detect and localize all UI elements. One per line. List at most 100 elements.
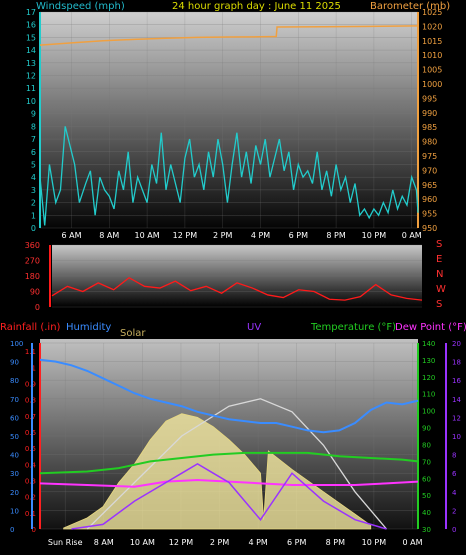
barometer-tick: 990 (422, 109, 437, 118)
temp-tick: 110 (422, 391, 435, 399)
uv-tick: 12 (452, 414, 461, 422)
barometer-tick: 995 (422, 94, 437, 103)
compass-label: W (436, 284, 446, 295)
windspeed-tick: 4 (31, 173, 36, 182)
barometer-tick: 1005 (422, 66, 442, 75)
uv-tick: 14 (452, 396, 461, 404)
multi-x-tick: 8 AM (94, 538, 114, 547)
humidity-tick: 0 (10, 526, 14, 534)
rain-tick: 0.2 (25, 494, 36, 502)
chart-title: 24 hour graph day : June 11 2025 (172, 1, 341, 12)
rain-tick: 0.5 (25, 445, 36, 453)
humidity-tick: 100 (10, 340, 23, 348)
humidity-tick: 20 (10, 489, 19, 497)
solar-max-curve (86, 398, 387, 530)
direction-tick: 270 (25, 257, 40, 266)
wind-x-tick: 10 PM (362, 231, 387, 240)
temperature-legend: Temperature (°F) (310, 322, 396, 333)
uv-tick: 8 (452, 452, 456, 460)
solar-legend: Solar (120, 328, 146, 339)
temp-tick: 60 (422, 475, 431, 483)
uv-line (71, 463, 387, 530)
multi-x-tick: 0 AM (402, 538, 422, 547)
multi-x-tick: 10 AM (130, 538, 155, 547)
wind-x-tick: 4 PM (251, 231, 270, 240)
dewpoint-line (39, 478, 419, 488)
temp-tick: 120 (422, 374, 435, 382)
barometer-tick: 980 (422, 138, 437, 147)
wind-x-tick: 8 AM (99, 231, 119, 240)
windspeed-tick: 7 (31, 135, 36, 144)
wind-x-tick: 8 PM (326, 231, 345, 240)
barometer-tick: 1010 (422, 51, 442, 60)
compass-label: S (436, 299, 442, 310)
multi-x-tick: 6 PM (287, 538, 306, 547)
uv-tick: 4 (452, 489, 457, 497)
humidity-line (39, 358, 419, 434)
wind-x-tick: 10 AM (135, 231, 160, 240)
multi-x-tick: 4 PM (248, 538, 267, 547)
windspeed-tick: 10 (26, 97, 36, 106)
uv-tick: 6 (452, 470, 457, 478)
windspeed-tick: 11 (26, 84, 36, 93)
uv-tick: 16 (452, 377, 461, 385)
rain-tick: 1 (32, 364, 36, 372)
barometer-axis-title: Barometer (mb) (370, 1, 450, 12)
humidity-tick: 60 (10, 414, 19, 422)
barometer-tick: 975 (422, 152, 437, 161)
wind-direction-line (51, 276, 423, 301)
rain-tick: 0.4 (25, 461, 37, 469)
compass-label: S (436, 239, 442, 250)
temp-tick: 80 (422, 441, 431, 449)
windspeed-tick: 13 (26, 59, 36, 68)
uv-tick: 10 (452, 433, 461, 441)
windspeed-tick: 0 (31, 224, 36, 233)
barometer-tick: 1000 (422, 80, 442, 89)
temp-tick: 50 (422, 492, 431, 500)
humidity-tick: 40 (10, 452, 19, 460)
wind-x-tick: 12 PM (173, 231, 198, 240)
windspeed-tick: 9 (31, 110, 36, 119)
compass-label: E (436, 254, 442, 265)
windspeed-tick: 17 (26, 8, 36, 17)
direction-tick: 360 (25, 241, 40, 250)
multi-x-tick: 2 PM (210, 538, 229, 547)
humidity-legend: Humidity (66, 322, 111, 333)
temp-tick: 140 (422, 340, 435, 348)
temperature-line (39, 451, 419, 475)
windspeed-tick: 15 (26, 33, 36, 42)
direction-tick: 180 (25, 272, 40, 281)
rain-tick: 0.9 (25, 380, 36, 388)
barometer-tick: 950 (422, 224, 437, 233)
wind-plot-area (40, 12, 418, 228)
dewpoint-legend: Dew Point (°F) (395, 322, 466, 333)
humidity-tick: 80 (10, 377, 19, 385)
rain-tick: 1.1 (25, 348, 36, 356)
compass-label: N (436, 269, 443, 280)
temp-tick: 100 (422, 408, 435, 416)
windspeed-tick: 14 (26, 46, 36, 55)
multi-x-tick: 12 PM (169, 538, 194, 547)
windspeed-tick: 16 (26, 21, 36, 30)
rain-tick: 0 (32, 526, 36, 534)
windspeed-line (39, 126, 419, 226)
rain-tick: 0.3 (25, 477, 36, 485)
barometer-line (39, 25, 419, 46)
barometer-tick: 970 (422, 166, 437, 175)
rain-tick: 0.8 (25, 397, 36, 405)
uv-tick: 2 (452, 507, 456, 515)
windspeed-tick: 1 (31, 211, 36, 220)
windspeed-tick: 5 (31, 160, 36, 169)
uv-legend: UV (247, 322, 261, 333)
direction-tick: 90 (30, 288, 40, 297)
humidity-tick: 50 (10, 433, 19, 441)
windspeed-axis-title: Windspeed (mph) (36, 1, 125, 12)
temp-tick: 30 (422, 526, 431, 534)
wind-x-tick: 0 AM (402, 231, 422, 240)
multi-x-tick: 10 PM (362, 538, 387, 547)
barometer-tick: 1015 (422, 37, 442, 46)
rain-tick: 0.7 (25, 413, 36, 421)
solar-area (63, 413, 372, 530)
temp-tick: 90 (422, 425, 431, 433)
